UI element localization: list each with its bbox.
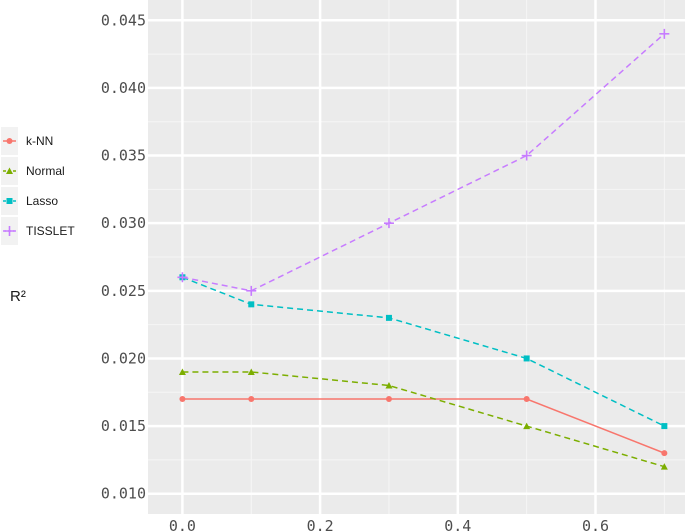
data-point-normal — [660, 463, 668, 470]
legend-label: Lasso — [26, 194, 58, 208]
series-normal — [178, 368, 668, 470]
x-axis: 0.0 0.2 0.4 0.6 — [169, 517, 609, 532]
y-tick-label: 0.020 — [101, 349, 146, 367]
legend-key-marker — [4, 226, 15, 236]
legend-key-marker — [6, 198, 13, 204]
data-point-normal — [523, 422, 531, 430]
series-line-normal — [182, 371, 665, 468]
y-tick-label: 0.045 — [101, 11, 146, 29]
data-point-lasso — [248, 301, 255, 308]
legend-key-marker — [6, 138, 13, 144]
legend-item-k-nn: k-NN — [1, 127, 53, 155]
data-point-k-nn — [523, 396, 530, 403]
series-k-nn — [179, 396, 668, 457]
y-tick-label: 0.010 — [101, 485, 146, 503]
y-tick-label: 0.035 — [101, 147, 146, 165]
data-point-lasso — [523, 355, 530, 362]
data-point-lasso — [661, 423, 668, 430]
y-tick-label: 0.040 — [101, 79, 146, 97]
y-axis-label: R² — [10, 288, 26, 305]
x-tick-label: 0.0 — [169, 517, 196, 532]
data-point-normal — [178, 368, 186, 375]
data-point-normal — [385, 382, 393, 389]
data-point-tisslet — [659, 28, 670, 39]
data-point-lasso — [385, 314, 392, 321]
x-tick-label: 0.4 — [444, 517, 471, 532]
series-layer — [177, 28, 670, 470]
data-point-tisslet — [521, 150, 532, 161]
legend-label: TISSLET — [26, 224, 75, 238]
x-tick-label: 0.2 — [307, 517, 334, 532]
y-tick-label: 0.030 — [101, 214, 146, 232]
legend-item-lasso: Lasso — [1, 187, 58, 215]
data-point-k-nn — [179, 396, 186, 403]
y-axis: 0.010 0.015 0.020 0.025 0.030 0.035 0.040 0.045 — [101, 11, 146, 502]
data-point-k-nn — [385, 396, 392, 403]
legend-item-tisslet: TISSLET — [1, 217, 75, 245]
data-point-normal — [247, 368, 255, 375]
x-tick-label: 0.6 — [582, 517, 609, 532]
legend: k-NN Normal Lasso TISSLET — [1, 127, 75, 245]
data-point-k-nn — [248, 396, 255, 403]
data-point-tisslet — [383, 218, 394, 229]
legend-item-normal: Normal — [1, 157, 65, 185]
series-tisslet — [177, 28, 670, 296]
legend-label: k-NN — [26, 134, 53, 148]
data-point-tisslet — [246, 285, 257, 296]
legend-label: Normal — [26, 164, 65, 178]
legend-key-marker — [6, 167, 13, 174]
y-tick-label: 0.025 — [101, 282, 146, 300]
data-point-k-nn — [661, 450, 668, 457]
data-point-tisslet — [177, 272, 188, 283]
y-tick-label: 0.015 — [101, 417, 146, 435]
